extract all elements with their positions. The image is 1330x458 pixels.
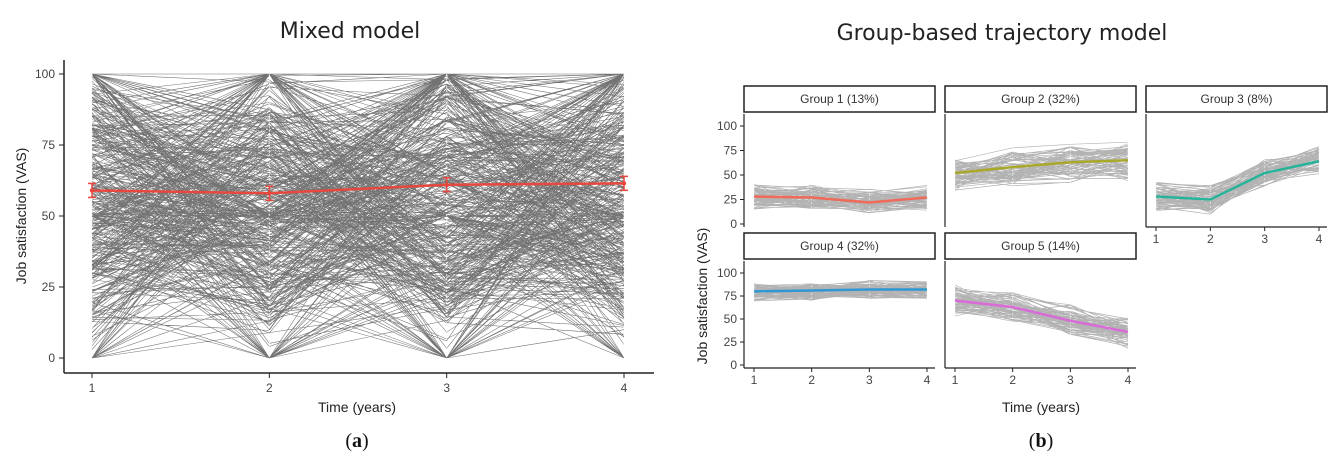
facet-mean-line: [753, 288, 927, 293]
chart-a: Mixed model 0 25 50 75 100 1 2 3 4 Time (years)…: [13, 19, 654, 415]
facet-y-tick-label: 75: [724, 289, 738, 303]
facet-x-tick-label: 3: [1067, 373, 1074, 387]
chart-a-individual-lines: [91, 73, 625, 359]
mean-point: [89, 188, 95, 193]
facet-strip-label: Group 3 (8%): [1200, 92, 1272, 106]
facet-y-tick-label: 100: [717, 266, 737, 280]
facet-y-tick-label: 25: [724, 193, 738, 207]
facet-x-tick-label: 2: [1009, 373, 1016, 387]
facet-2: Group 2 (32%): [944, 85, 1137, 227]
facet-strip-label: Group 5 (14%): [1001, 239, 1080, 253]
mean-point: [444, 182, 449, 187]
facet-strip-label: Group 1 (13%): [800, 92, 879, 106]
facet-x-tick-label: 4: [1316, 232, 1323, 246]
facet-mean-line: [1155, 160, 1320, 201]
facet-mean-line: [753, 195, 928, 204]
facet-strip: [1145, 85, 1328, 113]
facet-mean-line: [954, 159, 1129, 175]
mean-point: [267, 191, 272, 196]
chart-b: Group-based trajectory model Group 1 (13…: [694, 21, 1328, 415]
facet-x-tick-label: 2: [808, 373, 815, 387]
facet-individual-trajectories: [1155, 146, 1320, 215]
chart-b-y-label: Job satisfaction (VAS): [694, 228, 710, 365]
facet-strip-label: Group 2 (32%): [1001, 92, 1080, 106]
chart-b-title: Group-based trajectory model: [837, 21, 1168, 46]
facet-x-tick-label: 1: [952, 373, 959, 387]
chart-a-y-ticks: 0 25 50 75 100: [35, 67, 64, 365]
facet-strip: [944, 232, 1137, 260]
x-tick-label: 2: [266, 381, 273, 395]
facet-x-tick-label: 1: [1153, 232, 1160, 246]
facet-4: Group 4 (32%) 1 2 3 4 0 25 50 75 100: [717, 232, 936, 387]
facet-x-tick-label: 4: [1125, 373, 1132, 387]
facet-individual-trajectories: [954, 141, 1129, 191]
chart-b-facets: Group 1 (13%) 0 25 50 75 100 Group 2 (32%) Grou…: [717, 85, 1328, 387]
mean-line: [91, 182, 625, 195]
caption-a: (a): [345, 430, 368, 452]
facet-1: Group 1 (13%) 0 25 50 75 100: [717, 85, 936, 231]
facet-strip-label: Group 4 (32%): [800, 239, 879, 253]
caption-b: (b): [1029, 430, 1053, 452]
mean-point: [621, 181, 627, 186]
facet-y-tick-label: 100: [717, 119, 737, 133]
facet-y-tick-label: 0: [730, 358, 737, 372]
facet-strip: [944, 85, 1137, 113]
x-tick-label: 1: [89, 381, 96, 395]
chart-a-title: Mixed model: [280, 19, 420, 44]
facet-x-tick-label: 3: [866, 373, 873, 387]
chart-a-x-label: Time (years): [318, 399, 396, 415]
y-tick-label: 50: [42, 209, 56, 223]
facet-y-tick-label: 25: [724, 335, 738, 349]
facet-mean-line: [954, 299, 1129, 334]
facet-strip: [743, 85, 936, 113]
chart-a-x-ticks: 1 2 3 4: [89, 373, 628, 395]
y-tick-label: 0: [48, 351, 55, 365]
y-tick-label: 25: [42, 280, 56, 294]
x-tick-label: 4: [621, 381, 628, 395]
facet-x-tick-label: 4: [924, 373, 931, 387]
individual-trajectories: [91, 73, 625, 359]
facet-strip: [743, 232, 936, 260]
facet-y-tick-label: 50: [724, 168, 738, 182]
facet-y-tick-label: 50: [724, 312, 738, 326]
facet-y-tick-label: 75: [724, 144, 738, 158]
facet-x-tick-label: 2: [1207, 232, 1214, 246]
chart-a-mean-series: [88, 175, 628, 202]
facet-3: Group 3 (8%) 1 2 3 4: [1145, 85, 1328, 246]
facet-x-tick-label: 1: [751, 373, 758, 387]
facet-y-tick-label: 0: [730, 217, 737, 231]
chart-a-y-label: Job satisfaction (VAS): [13, 148, 29, 285]
y-tick-label: 100: [35, 67, 55, 81]
y-tick-label: 75: [42, 138, 56, 152]
facet-x-tick-label: 3: [1261, 232, 1268, 246]
facet-individual-trajectories: [954, 284, 1129, 349]
facet-5: Group 5 (14%) 1 2 3 4: [944, 232, 1137, 387]
x-tick-label: 3: [443, 381, 450, 395]
chart-b-x-label: Time (years): [1002, 399, 1080, 415]
